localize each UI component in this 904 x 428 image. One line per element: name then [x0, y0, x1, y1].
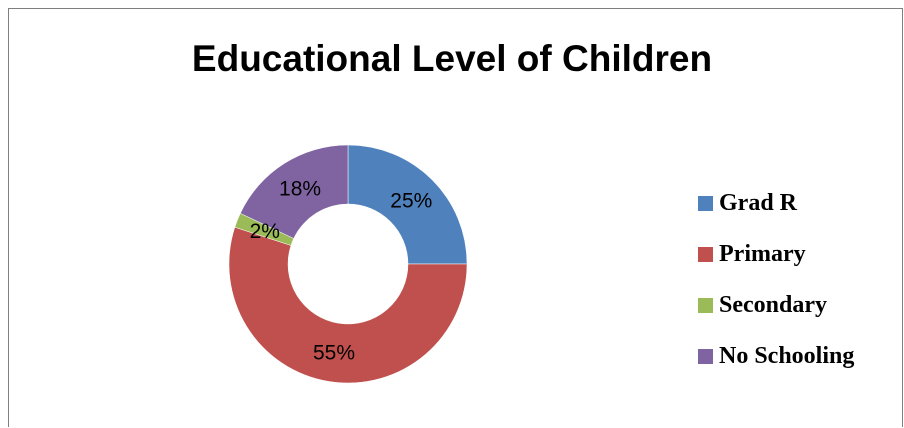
- legend-label-grad-r: Grad R: [719, 190, 797, 216]
- legend-swatch-no-schooling: [698, 349, 713, 364]
- slice-label-primary: 55%: [313, 341, 355, 364]
- legend-swatch-grad-r: [698, 196, 713, 211]
- legend-item-secondary: Secondary: [698, 280, 854, 331]
- legend-item-grad-r: Grad R: [698, 178, 854, 229]
- slice-label-no-schooling: 18%: [279, 177, 321, 200]
- legend-label-primary: Primary: [719, 241, 806, 267]
- slice-no-schooling: [239, 144, 349, 239]
- slice-grad-r: [347, 144, 468, 265]
- legend-item-primary: Primary: [698, 229, 854, 280]
- legend-label-no-schooling: No Schooling: [719, 343, 855, 369]
- chart-title: Educational Level of Children: [191, 38, 713, 79]
- legend-swatch-secondary: [698, 298, 713, 313]
- chart-legend: Grad R Primary Secondary No Schooling: [698, 178, 854, 382]
- slice-label-secondary: 2%: [250, 220, 280, 243]
- legend-swatch-primary: [698, 247, 713, 262]
- legend-label-secondary: Secondary: [719, 292, 827, 318]
- legend-item-no-schooling: No Schooling: [698, 331, 854, 382]
- doughnut-labels: 25% 55% 2% 18%: [250, 177, 433, 364]
- slice-primary: [228, 226, 468, 384]
- doughnut-slices: [228, 144, 468, 384]
- slice-label-grad-r: 25%: [390, 190, 432, 213]
